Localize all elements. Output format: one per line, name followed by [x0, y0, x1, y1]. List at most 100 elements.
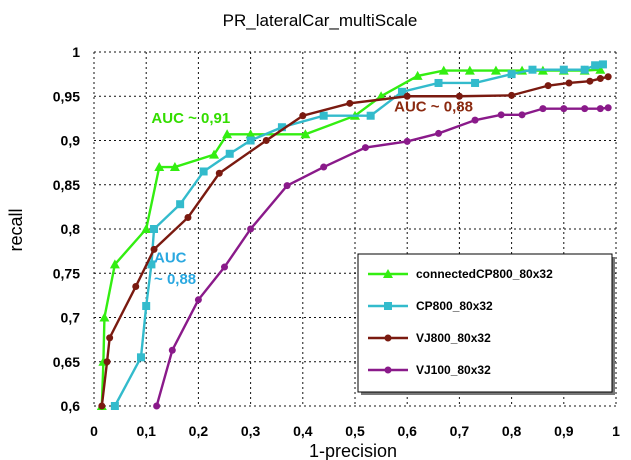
data-point	[464, 65, 475, 75]
data-point	[246, 136, 255, 145]
data-point	[300, 129, 311, 139]
data-point	[528, 65, 537, 74]
data-point	[225, 149, 234, 158]
data-point	[320, 163, 328, 171]
data-point	[346, 99, 354, 107]
data-point	[194, 296, 202, 304]
x-tick-label: 0,5	[345, 423, 365, 439]
legend-label: CP800_80x32	[416, 299, 493, 313]
data-point	[581, 105, 589, 113]
data-point	[154, 162, 165, 172]
legend-swatch-marker	[384, 334, 392, 342]
data-point	[596, 75, 604, 83]
y-tick-label: 0,65	[53, 354, 80, 370]
data-point	[283, 182, 291, 190]
data-point	[109, 259, 120, 269]
auc-annotation: AUC	[154, 250, 187, 267]
data-point	[559, 65, 568, 74]
data-point	[299, 112, 307, 120]
y-tick-label: 0,75	[53, 265, 80, 281]
x-tick-label: 0,1	[136, 423, 156, 439]
data-point	[539, 105, 547, 113]
x-tick-label: 0,6	[397, 423, 417, 439]
data-point	[221, 263, 228, 271]
legend: connectedCP800_80x32 CP800_80x32 VJ800_80x…	[357, 253, 615, 395]
data-point	[99, 312, 110, 322]
legend-label: connectedCP800_80x32	[416, 267, 553, 281]
y-tick-label: 0,85	[53, 177, 80, 193]
series-VJ100_80x32	[153, 104, 612, 410]
data-point	[361, 144, 369, 152]
data-point	[403, 137, 411, 145]
data-point	[247, 225, 255, 233]
data-point	[222, 129, 233, 139]
legend-item: VJ800_80x32	[368, 331, 491, 345]
data-point	[150, 225, 159, 233]
data-point	[106, 334, 114, 342]
y-tick-label: 0,9	[61, 133, 81, 149]
data-point	[209, 149, 220, 159]
y-axis-label: recall	[6, 208, 26, 251]
data-point	[98, 402, 106, 410]
y-tick-label: 0,7	[61, 310, 81, 326]
data-point	[184, 213, 192, 221]
data-point	[595, 64, 606, 74]
data-point	[397, 87, 406, 96]
data-point	[598, 60, 607, 69]
auc-annotation: ~ 0,88	[154, 271, 196, 288]
data-point	[366, 111, 375, 120]
data-point	[586, 77, 594, 85]
y-tick-label: 0,6	[61, 398, 81, 414]
data-point	[412, 70, 423, 80]
auc-annotation: AUC ~ 0,88	[394, 98, 473, 115]
data-point	[544, 82, 552, 90]
data-point	[110, 402, 119, 410]
data-point	[518, 111, 526, 119]
y-tick-label: 0,8	[61, 221, 81, 237]
x-axis-label: 1-precision	[309, 441, 397, 460]
data-point	[438, 65, 449, 75]
x-tick-label: 0,8	[502, 423, 522, 439]
x-tick-label: 0	[90, 423, 98, 439]
annotations: AUC ~ 0,91 AUC ~ 0,88 AUC ~ 0,88	[151, 98, 473, 288]
auc-annotation: AUC ~ 0,91	[151, 110, 230, 127]
data-point	[150, 245, 158, 253]
legend-item: CP800_80x32	[368, 299, 493, 313]
data-point	[604, 73, 612, 81]
data-point	[560, 105, 568, 113]
series-layer	[96, 60, 612, 410]
data-point	[142, 301, 151, 310]
chart-title: PR_lateralCar_multiScale	[223, 11, 418, 30]
legend-swatch-marker	[384, 366, 392, 374]
data-point	[471, 78, 480, 87]
data-point	[147, 260, 156, 269]
data-point	[591, 61, 600, 70]
legend-item: connectedCP800_80x32	[368, 267, 553, 281]
x-tick-label: 0,3	[241, 423, 261, 439]
data-point	[319, 111, 328, 120]
data-point	[168, 346, 176, 354]
data-point	[277, 123, 286, 132]
y-tick-label: 1	[72, 44, 80, 60]
y-tick-label: 0,95	[53, 88, 80, 104]
x-tick-label: 0,7	[450, 423, 470, 439]
data-point	[169, 162, 180, 172]
x-tick-label: 1	[612, 423, 620, 439]
data-point	[132, 283, 140, 291]
data-point	[604, 104, 612, 112]
x-tick-label: 0,4	[293, 423, 313, 439]
data-point	[471, 116, 479, 124]
data-point	[153, 402, 161, 410]
data-point	[455, 92, 463, 100]
legend-swatch-marker	[383, 269, 393, 278]
data-point	[245, 129, 256, 139]
data-point	[490, 65, 501, 75]
x-tick-label: 0,9	[554, 423, 574, 439]
legend-item: VJ100_80x32	[368, 363, 491, 377]
x-tick-label: 0,2	[189, 423, 209, 439]
data-point	[565, 79, 573, 87]
data-point	[136, 353, 145, 362]
legend-label: VJ800_80x32	[416, 331, 491, 345]
data-point	[580, 65, 589, 74]
